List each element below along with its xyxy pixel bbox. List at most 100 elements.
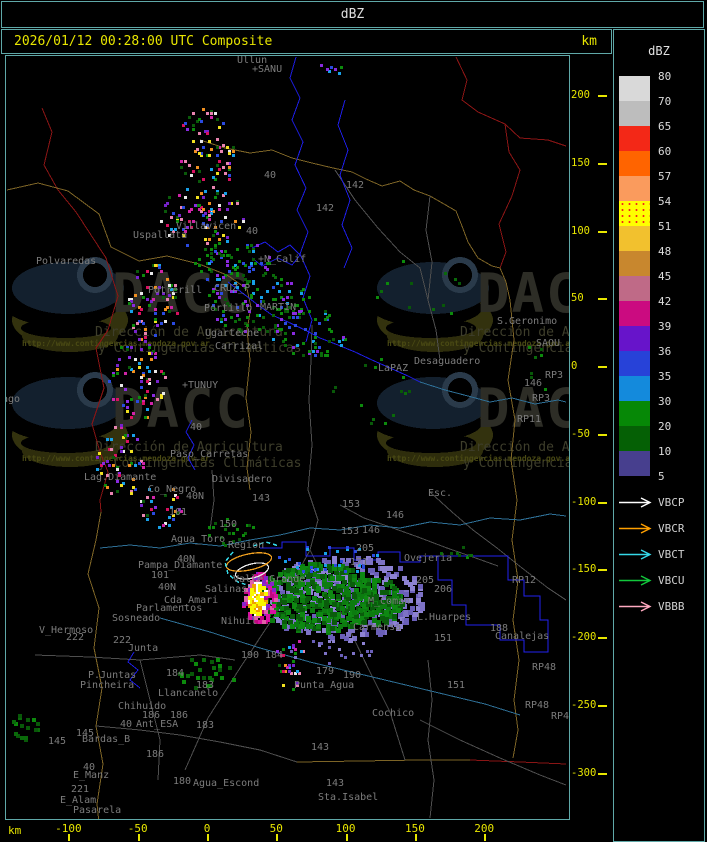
svg-text:y Contingencias Climáticas: y Contingencias Climáticas <box>463 456 569 471</box>
map-label: 151 <box>447 680 465 691</box>
scale-tick-label: 36 <box>658 345 672 358</box>
x-tick-mark <box>414 834 417 841</box>
y-tick-label: 200 <box>571 89 590 101</box>
map-label: 205 <box>356 543 374 554</box>
vector-label: VBCP <box>658 496 685 509</box>
map-label: RP4 <box>551 711 569 722</box>
map-label: 183 <box>196 680 214 691</box>
map-label: 40 <box>120 719 132 730</box>
svg-text:y Contingencias Climáticas: y Contingencias Climáticas <box>463 341 569 356</box>
echo-cluster <box>376 260 461 315</box>
scale-color-block <box>619 251 650 276</box>
x-tick-label: -50 <box>127 822 148 835</box>
scale-tick-label: 48 <box>658 245 672 258</box>
scale-tick-label: 51 <box>658 220 672 233</box>
map-label: 101 <box>151 570 169 581</box>
y-axis: 200 150 100 50 0 -50 -100 -150 -200 -250 -300 <box>571 55 613 821</box>
map-label: Salinas <box>205 584 247 595</box>
map-label: 171 <box>350 557 368 568</box>
map-label: Paso_Carretas <box>170 449 248 460</box>
x-tick-mark <box>345 834 348 841</box>
x-tick-label: 0 <box>203 822 211 835</box>
map-label: Divisadero <box>212 474 272 485</box>
scale-color-block <box>619 151 650 176</box>
svg-text:http://www.contingencias.mendo: http://www.contingencias.mendoza.gov.ar <box>22 453 210 463</box>
map-label: 186 <box>170 710 188 721</box>
map-label: 221 <box>71 784 89 795</box>
y-tick-label: -300 <box>571 766 597 779</box>
map-label: Polvaredas <box>36 256 96 267</box>
map-label: Uspallata <box>133 230 187 241</box>
y-tick-mark <box>598 162 607 165</box>
map-label: Ugarteche <box>205 328 259 339</box>
map-label: RP3 <box>532 393 550 404</box>
map-label: Punta_Agua <box>294 680 354 691</box>
svg-text:Dirección de Agricultura: Dirección de Agricultura <box>460 440 569 455</box>
scale-tick-label: 45 <box>658 270 672 283</box>
vector-arrow-icon <box>619 497 652 508</box>
vector-arrow-icon <box>619 575 652 586</box>
map-label: Sta.Isabel <box>318 792 378 803</box>
map-label: Ullun <box>237 56 267 66</box>
scale-tick-label: 35 <box>658 370 672 383</box>
scale-color-block <box>619 451 650 476</box>
y-tick-mark <box>598 95 607 97</box>
echo-cluster <box>96 424 145 495</box>
map-label: S.Geronimo <box>497 316 557 327</box>
map-label: Bardas_B <box>82 734 130 745</box>
x-tick-mark <box>207 834 209 841</box>
scale-color-block <box>619 351 650 376</box>
map-label: 183 <box>196 720 214 731</box>
map-label: 145 <box>76 728 94 739</box>
map-label: RP48 <box>532 662 556 673</box>
vector-arrow-icon <box>619 549 652 560</box>
svg-text:y Contingencias Climáticas: y Contingencias Climáticas <box>98 456 302 471</box>
echo-cluster <box>528 346 547 391</box>
map-label: Ant_ESA <box>136 719 178 730</box>
map-label: P.Juntas <box>88 670 136 681</box>
map-label: 222 <box>113 635 131 646</box>
scale-color-block <box>619 176 650 201</box>
scale-tick-label: 20 <box>658 420 672 433</box>
map-label: 186 <box>146 749 164 760</box>
radar-echoes <box>12 64 547 742</box>
legend-panel: dBZ 80 70 65 60 57 54 51 48 45 42 39 36 35 30 20 10 5 VB… <box>613 29 705 842</box>
echo-cluster <box>180 138 235 183</box>
y-tick-label: 150 <box>571 156 590 169</box>
map-label: Pincheira <box>80 680 134 691</box>
map-label: Villavicen <box>176 221 236 232</box>
map-label: RP12 <box>512 575 536 586</box>
x-axis-unit: km <box>8 824 22 837</box>
map-label: 145 <box>48 736 66 747</box>
echo-cluster <box>290 640 373 665</box>
x-tick-label: 100 <box>335 822 356 835</box>
echo-cluster <box>178 658 236 690</box>
echo-cluster <box>440 546 473 559</box>
map-label: Llancanelo <box>158 688 218 699</box>
svg-text:http://www.contingencias.mendo: http://www.contingencias.mendoza.gov.ar <box>387 453 569 463</box>
x-tick-label: 50 <box>269 822 283 835</box>
svg-text:Dirección de Agricultura: Dirección de Agricultura <box>95 440 283 455</box>
map-label: Potrerill <box>148 285 202 296</box>
map-label: V_Hermoso <box>39 625 93 636</box>
map-label: LaPAZ <box>378 363 408 374</box>
map-label: Junta <box>128 643 158 654</box>
vector-legend-row: VBCT <box>614 548 704 562</box>
y-tick-mark <box>598 366 607 368</box>
map-label: Lag.Diamante <box>84 472 156 483</box>
map-boundary-lines <box>6 56 567 819</box>
map-label: +SANU <box>252 64 282 75</box>
map-label: M_Coman <box>368 596 410 607</box>
scale-tick-label: 70 <box>658 95 672 108</box>
echo-cluster <box>332 358 411 425</box>
scale-color-block <box>619 376 650 401</box>
y-tick-label: -150 <box>571 563 597 576</box>
map-label: Region <box>228 540 264 551</box>
map-label: Co_Negro <box>148 484 196 495</box>
y-tick-mark <box>598 433 607 436</box>
x-tick-mark <box>137 834 140 841</box>
y-tick-label: -100 <box>571 495 597 508</box>
